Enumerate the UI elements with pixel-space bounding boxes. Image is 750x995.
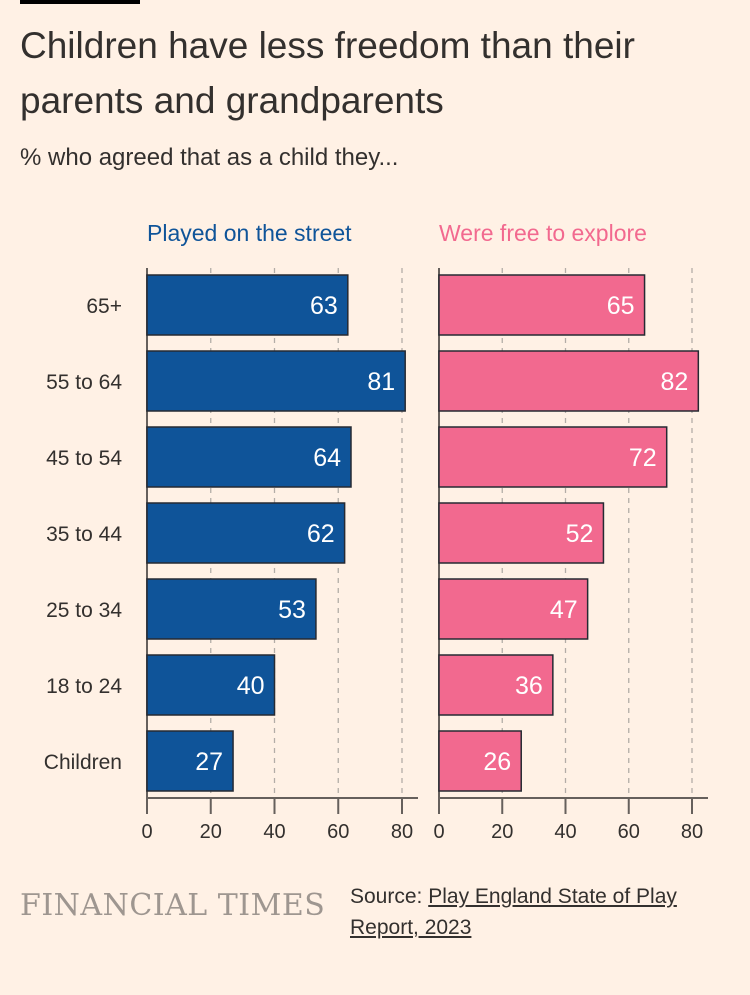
series-label-1: Were free to explore [439,220,647,246]
bar-0-3 [146,502,346,564]
tick-label-0-4: 80 [391,821,413,843]
bar-1-3 [438,502,605,564]
tick-label-1-2: 40 [554,821,576,843]
data-label-1-1: 82 [661,368,689,396]
top-accent-bar [20,0,140,4]
data-label-0-5: 40 [237,672,265,700]
chart-title: Children have less freedom than their pa… [20,25,635,121]
data-label-1-4: 47 [550,596,578,624]
tick-label-1-4: 80 [681,821,703,843]
tick-label-1-3: 60 [618,821,640,843]
data-label-0-3: 62 [307,520,335,548]
tick-label-0-3: 60 [327,821,349,843]
category-label-5: 18 to 24 [46,675,122,698]
category-label-4: 25 to 34 [46,599,122,622]
tick-label-0-1: 20 [200,821,222,843]
bar-1-0 [438,274,646,336]
data-label-0-2: 64 [313,444,341,472]
data-label-1-5: 36 [515,672,543,700]
source-link[interactable]: Play England State of Play Report, 2023 [350,885,677,939]
bar-0-5 [146,654,276,716]
bar-0-1 [146,350,406,412]
bar-0-2 [146,426,352,488]
tick-label-0-0: 0 [141,821,152,843]
data-label-1-6: 26 [483,748,511,776]
ft-logo: FINANCIAL TIMES [20,888,326,923]
category-label-3: 35 to 44 [46,523,122,546]
data-label-0-0: 63 [310,292,338,320]
chart-subtitle: % who agreed that as a child they... [20,144,399,171]
data-label-1-0: 65 [607,292,635,320]
data-label-0-4: 53 [278,596,306,624]
bar-0-0 [146,274,349,336]
category-label-6: Children [44,751,122,774]
data-label-0-6: 27 [195,748,223,776]
source-label: Source: [350,885,423,908]
source-note: Source: Play England State of Play Repor… [350,881,730,943]
tick-label-1-1: 20 [491,821,513,843]
bar-1-5 [438,654,554,716]
category-label-2: 45 to 54 [46,447,122,470]
tick-label-1-0: 0 [433,821,444,843]
series-label-0: Played on the street [147,220,352,246]
data-label-1-3: 52 [566,520,594,548]
tick-label-0-2: 40 [263,821,285,843]
bar-1-6 [438,730,522,792]
category-label-1: 55 to 64 [46,371,122,394]
category-label-0: 65+ [86,295,122,318]
bar-1-2 [438,426,668,488]
bar-0-4 [146,578,317,640]
data-label-0-1: 81 [367,368,395,396]
bar-chart: 65+ 55 to 64 45 to 54 35 to 44 25 to 34 18 to… [44,220,708,843]
data-label-1-2: 72 [629,444,657,472]
bar-1-1 [438,350,700,412]
bar-0-6 [146,730,234,792]
bar-1-4 [438,578,589,640]
